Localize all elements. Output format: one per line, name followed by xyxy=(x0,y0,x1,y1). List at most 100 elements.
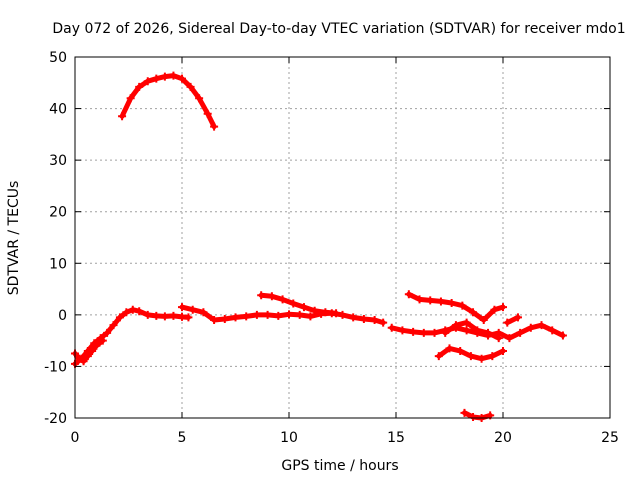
data-point xyxy=(98,336,107,345)
data-point xyxy=(430,328,439,337)
data-point xyxy=(306,312,315,321)
data-point xyxy=(92,341,101,350)
data-point xyxy=(186,82,195,91)
data-point xyxy=(169,71,178,80)
data-point xyxy=(537,321,546,330)
x-tick-label: 25 xyxy=(601,430,619,446)
data-point xyxy=(499,303,507,312)
x-axis-label: GPS time / hours xyxy=(281,458,398,474)
data-point xyxy=(349,313,358,322)
data-point xyxy=(115,313,124,322)
data-point xyxy=(460,408,469,417)
data-point xyxy=(210,122,219,131)
data-point xyxy=(516,328,525,337)
data-point xyxy=(88,346,97,355)
data-point xyxy=(285,310,293,319)
data-point xyxy=(409,327,418,336)
data-point xyxy=(445,344,454,353)
data-point xyxy=(160,312,169,321)
y-tick-label: 50 xyxy=(49,50,67,66)
data-point xyxy=(419,328,428,337)
data-point xyxy=(441,328,450,337)
data-point xyxy=(513,313,522,322)
data-points xyxy=(71,71,567,422)
axis-ticks: 0 5 10 15 20 25 -20 -10 0 10 20 30 40 50 xyxy=(44,50,619,446)
data-point xyxy=(456,346,465,355)
data-point xyxy=(135,307,144,316)
data-point xyxy=(278,295,287,304)
data-point xyxy=(274,311,283,320)
data-point xyxy=(210,316,219,325)
data-point xyxy=(79,357,88,366)
data-point xyxy=(477,354,486,363)
data-point xyxy=(379,318,388,327)
series-arc-7 xyxy=(404,290,507,325)
data-point xyxy=(299,303,308,312)
data-point xyxy=(503,318,512,327)
data-point xyxy=(152,74,161,83)
data-point xyxy=(398,326,407,335)
data-point xyxy=(558,331,567,340)
data-point xyxy=(447,298,456,307)
data-point xyxy=(75,354,84,363)
data-point xyxy=(466,352,475,361)
data-point xyxy=(469,412,478,421)
series-arc-8 xyxy=(434,344,507,363)
y-tick-label: -20 xyxy=(44,411,67,427)
y-axis-label: SDTVAR / TECUs xyxy=(6,181,22,296)
data-point xyxy=(169,311,178,320)
data-point xyxy=(505,334,514,343)
data-point xyxy=(426,296,435,305)
chart-title: Day 072 of 2026, Sidereal Day-to-day VTE… xyxy=(52,21,625,37)
data-point xyxy=(103,328,112,337)
data-point xyxy=(220,314,229,323)
data-point xyxy=(494,334,503,343)
y-tick-label: -10 xyxy=(44,359,67,375)
x-tick-label: 15 xyxy=(387,430,405,446)
data-point xyxy=(488,352,497,361)
y-tick-label: 30 xyxy=(49,153,67,169)
data-point xyxy=(109,321,118,330)
data-point xyxy=(122,308,131,317)
series-arc-4 xyxy=(178,303,388,327)
series-arc-10 xyxy=(503,313,522,327)
data-point xyxy=(436,297,445,306)
series-arc-1 xyxy=(118,71,219,131)
data-point xyxy=(178,74,186,83)
series-arc-3 xyxy=(71,336,107,366)
data-point xyxy=(135,82,144,91)
y-tick-label: 40 xyxy=(49,102,67,118)
data-point xyxy=(451,321,460,330)
data-point xyxy=(359,314,368,323)
data-point xyxy=(462,318,471,327)
x-tick-label: 0 xyxy=(71,430,80,446)
data-point xyxy=(126,94,135,103)
data-point xyxy=(267,292,276,301)
y-tick-label: 10 xyxy=(49,256,67,272)
data-point xyxy=(499,346,507,355)
data-point xyxy=(128,305,137,314)
x-tick-label: 20 xyxy=(494,430,512,446)
data-point xyxy=(310,306,319,315)
data-point xyxy=(178,303,186,312)
data-point xyxy=(195,94,204,103)
series-trace xyxy=(406,291,506,323)
data-point xyxy=(321,308,330,317)
data-point xyxy=(415,295,424,304)
x-tick-label: 10 xyxy=(280,430,298,446)
data-point xyxy=(257,291,266,300)
data-point xyxy=(143,77,152,86)
data-point xyxy=(473,326,482,335)
y-tick-label: 0 xyxy=(58,308,67,324)
data-point xyxy=(160,72,169,81)
data-point xyxy=(295,310,304,319)
plot-frame xyxy=(74,56,611,419)
data-point xyxy=(242,312,251,321)
data-point xyxy=(462,326,471,335)
data-point xyxy=(231,313,240,322)
data-point xyxy=(118,112,127,121)
data-point xyxy=(143,310,152,319)
series-arc-9 xyxy=(441,318,503,343)
grid-lines xyxy=(75,57,610,418)
series-arc-5 xyxy=(257,291,341,318)
